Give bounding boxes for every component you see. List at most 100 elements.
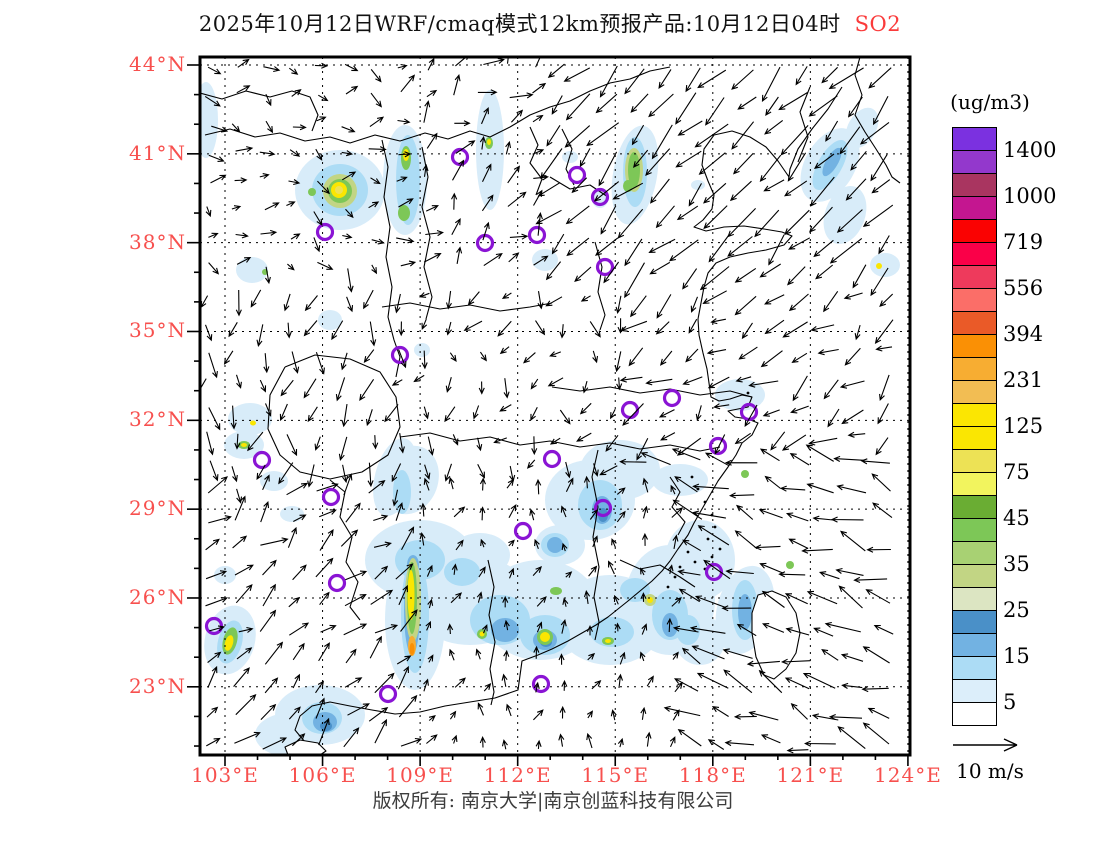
legend-swatch (952, 634, 997, 657)
legend-value: 1000 (1003, 184, 1057, 208)
taiwan-island (751, 590, 801, 680)
city-marker (708, 436, 728, 456)
legend-swatch (952, 127, 997, 151)
city-marker (327, 573, 347, 593)
islet-dot (673, 575, 677, 579)
legend-swatch (952, 358, 997, 381)
islet-dot (706, 537, 710, 541)
legend-swatch (952, 657, 997, 680)
lat-label: 26°N (129, 584, 186, 609)
graticule (200, 57, 910, 755)
city-marker (567, 165, 587, 185)
city-marker (321, 487, 341, 507)
legend-unit: (ug/m3) (950, 90, 1030, 114)
species-label: SO2 (854, 12, 902, 36)
color-scale-bar (952, 127, 997, 726)
lat-label: 23°N (129, 673, 186, 698)
copyright-text: 版权所有: 南京大学|南京创蓝科技有限公司 (372, 790, 734, 812)
reference-arrow-icon (953, 738, 1018, 752)
city-marker (590, 187, 610, 207)
legend-swatch (952, 519, 997, 542)
lat-label: 38°N (129, 229, 186, 254)
forecast-map (187, 55, 912, 766)
legend-swatch (952, 703, 997, 726)
lon-label: 106°E (288, 763, 357, 787)
legend-value: 394 (1003, 322, 1044, 346)
legend-value: 75 (1003, 460, 1030, 484)
legend-swatch (952, 151, 997, 174)
legend-swatch (952, 174, 997, 197)
legend-value: 556 (1003, 276, 1044, 300)
legend-swatch (952, 680, 997, 703)
legend-swatch (952, 243, 997, 266)
legend-value: 231 (1003, 368, 1044, 392)
legend-swatch (952, 289, 997, 312)
city-marker (527, 225, 547, 245)
latitude-axis-labels: 44°N 41°N 38°N 35°N 32°N 29°N 26°N 23°N (100, 0, 186, 850)
islet-dot (666, 585, 670, 589)
lon-label: 121°E (776, 763, 845, 787)
coastline (294, 86, 843, 755)
legend-swatch (952, 611, 997, 634)
legend-swatch (952, 496, 997, 519)
lon-label: 115°E (581, 763, 650, 787)
legend-value: 125 (1003, 414, 1044, 438)
legend-swatch (952, 197, 997, 220)
city-marker (595, 257, 615, 277)
islet-dot (710, 555, 714, 559)
islet-dot (678, 565, 682, 569)
city-marker (475, 233, 495, 253)
legend-value: 5 (1003, 690, 1017, 714)
lon-label: 124°E (874, 763, 942, 787)
city-marker (513, 521, 533, 541)
legend-swatch (952, 565, 997, 588)
city-marker (704, 562, 724, 582)
hainan-island (284, 739, 327, 755)
wind-reference: 10 m/s (945, 733, 1035, 785)
legend-value: 25 (1003, 598, 1030, 622)
legend-value: 45 (1003, 506, 1030, 530)
city-marker (662, 388, 682, 408)
legend-swatch (952, 450, 997, 473)
city-marker (450, 147, 470, 167)
legend-swatch (952, 266, 997, 289)
islet-dot (718, 547, 722, 551)
islet-dot (746, 391, 750, 395)
islet-dot (693, 560, 697, 564)
lat-label: 32°N (129, 407, 186, 432)
legend-swatch (952, 588, 997, 611)
legend-swatch (952, 381, 997, 404)
lon-label: 103°E (191, 763, 259, 787)
lat-label: 44°N (129, 52, 186, 76)
city-marker (620, 400, 640, 420)
legend-swatch (952, 427, 997, 450)
city-marker (378, 684, 398, 704)
lon-label: 118°E (678, 763, 747, 787)
islet-dot (713, 525, 717, 529)
legend-swatch (952, 220, 997, 243)
city-marker (542, 449, 562, 469)
legend-swatch (952, 542, 997, 565)
legend-swatch (952, 404, 997, 427)
city-marker (390, 345, 410, 365)
legend-swatch (952, 312, 997, 335)
lon-label: 112°E (483, 763, 552, 787)
longitude-axis-labels: 103°E 106°E 109°E 112°E 115°E 118°E 121°E 124°E (0, 763, 1100, 789)
map-frame (198, 55, 912, 757)
city-marker (593, 498, 613, 518)
axis-ticks (187, 64, 909, 766)
wind-reference-label: 10 m/s (956, 759, 1024, 783)
province-boundaries (200, 57, 901, 755)
page-title: 2025年10月12日WRF/cmaq模式12km预报产品:10月12日04时 S… (199, 8, 901, 38)
lat-label: 41°N (129, 140, 186, 165)
city-marker (531, 674, 551, 694)
city-markers (204, 147, 759, 704)
lat-label: 35°N (129, 318, 186, 343)
legend-swatch (952, 335, 997, 358)
legend-value: 719 (1003, 230, 1044, 254)
islet-dot (686, 550, 690, 554)
legend-value: 1400 (1003, 138, 1057, 162)
legend-value: 35 (1003, 552, 1030, 576)
city-marker (315, 222, 335, 242)
title-text: 2025年10月12日WRF/cmaq模式12km预报产品:10月12日04时 (198, 12, 841, 36)
